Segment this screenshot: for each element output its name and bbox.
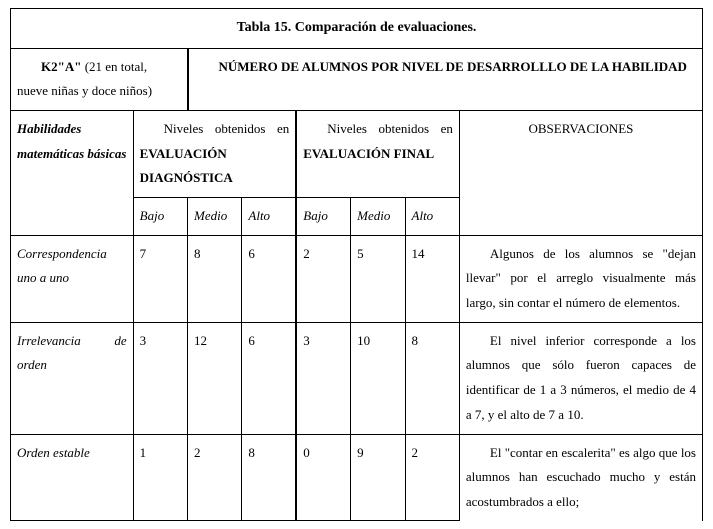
final-prefix: Niveles obtenidos en [327,121,453,136]
table-row: Irrelevancia de orden 3 12 6 3 10 8 El n… [11,322,703,434]
final-bajo: 3 [296,322,350,434]
table-row: Correspondencia uno a uno 7 8 6 2 5 14 A… [11,235,703,322]
final-strong: EVALUACIÓN FINAL [303,146,434,161]
final-medio: 5 [351,235,405,322]
diag-medio: 8 [188,235,242,322]
final-medio: 9 [351,434,405,521]
diag-alto: 6 [242,235,296,322]
title-row: Tabla 15. Comparación de evaluaciones. [11,9,703,49]
observation: El "contar en escalerita" es algo que lo… [459,434,702,521]
diag-medio-label: Medio [188,198,242,236]
final-bajo: 0 [296,434,350,521]
final-bajo-label: Bajo [296,198,350,236]
diag-medio: 2 [188,434,242,521]
diag-header: Niveles obtenidos en EVALUACIÓN DIAGNÓST… [133,110,296,197]
table-row: Orden estable 1 2 8 0 9 2 El "contar en … [11,434,703,521]
final-medio: 10 [351,322,405,434]
final-bajo: 2 [296,235,350,322]
group-label-rest: (21 en total, nueve niñas y doce niños) [17,59,152,99]
observation: El nivel inferior corresponde a los alum… [459,322,702,434]
final-medio-label: Medio [351,198,405,236]
diag-alto-label: Alto [242,198,296,236]
header-row: K2"A" (21 en total, nueve niñas y doce n… [11,48,703,110]
diag-prefix: Niveles obtenidos en [164,121,290,136]
skill-name: Correspondencia uno a uno [11,235,134,322]
observation: Algunos de los alumnos se "dejan llevar"… [459,235,702,322]
skill-name: Irrelevancia de orden [11,322,134,434]
diag-bajo-label: Bajo [133,198,187,236]
obs-header: OBSERVACIONES [459,110,702,235]
diag-medio: 12 [188,322,242,434]
right-heading: NÚMERO DE ALUMNOS POR NIVEL DE DESARROLL… [188,48,703,110]
skills-header: Habilidades matemáticas básicas [11,110,134,235]
table-title: Tabla 15. Comparación de evaluaciones. [11,9,703,49]
final-alto: 2 [405,434,459,521]
final-alto: 14 [405,235,459,322]
diag-alto: 6 [242,322,296,434]
skill-name: Orden estable [11,434,134,521]
right-heading-text: NÚMERO DE ALUMNOS POR NIVEL DE DESARROLL… [219,55,696,80]
diag-alto: 8 [242,434,296,521]
diag-strong: EVALUACIÓN DIAGNÓSTICA [140,146,233,186]
subheader-row: Habilidades matemáticas básicas Niveles … [11,110,703,197]
diag-bajo: 7 [133,235,187,322]
group-label-bold: K2"A" [41,59,81,74]
final-header: Niveles obtenidos en EVALUACIÓN FINAL [296,110,459,197]
final-alto-label: Alto [405,198,459,236]
diag-bajo: 3 [133,322,187,434]
final-alto: 8 [405,322,459,434]
group-cell: K2"A" (21 en total, nueve niñas y doce n… [11,48,188,110]
diag-bajo: 1 [133,434,187,521]
evaluation-table: Tabla 15. Comparación de evaluaciones. K… [10,8,703,521]
